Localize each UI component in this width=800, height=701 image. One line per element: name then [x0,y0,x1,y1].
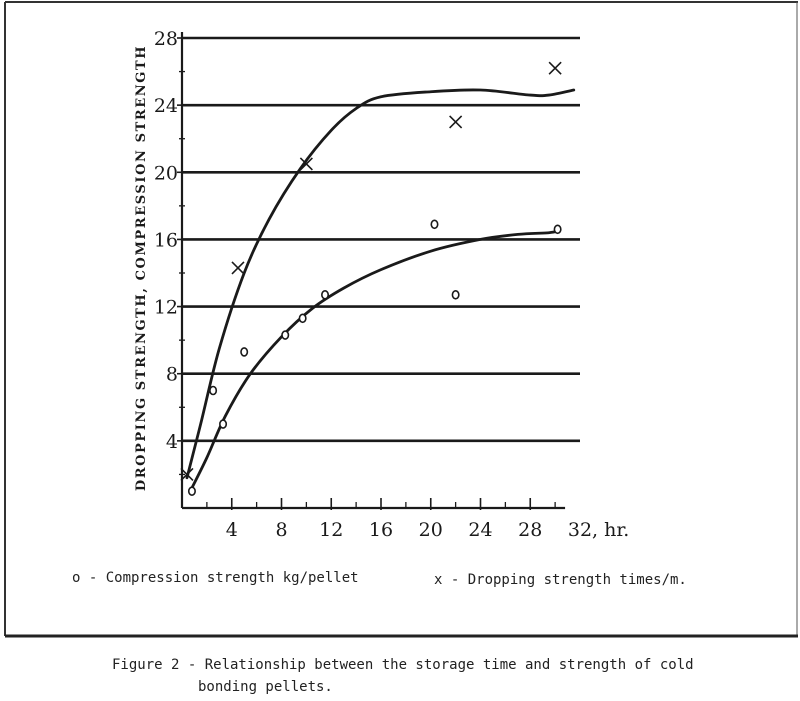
y-tick-label-20: 20 [154,162,178,184]
dropping-point-3 [449,115,463,129]
curves [185,88,576,490]
dropping-point-2 [299,157,313,171]
ticks: 4 8 12 16 20 24 28 4 8 12 16 20 24 28 32, hr. [154,28,630,541]
x-tick-label-4: 4 [226,519,238,541]
y-tick-label-4: 4 [166,431,178,453]
dropping-point-1 [231,261,245,275]
y-tick-label-8: 8 [166,364,178,386]
figure-caption-line2: bonding pellets. [198,679,333,695]
compression-point-6 [321,290,330,300]
gridlines [182,36,580,443]
compression-point-9 [553,224,562,235]
x-tick-label-12: 12 [319,519,343,541]
compression-point-5 [298,313,307,324]
legend-compression: o - Compression strength kg/pellet [72,570,359,586]
x-tick-label-8: 8 [275,519,287,541]
compression-point-3 [240,347,249,357]
y-tick-label-28: 28 [154,28,178,50]
dropping-point-0 [180,467,194,481]
curve-dropping [185,88,576,480]
axes [180,32,566,510]
data-points [180,61,562,497]
y-tick-label-12: 12 [154,297,178,319]
compression-point-4 [281,330,290,340]
x-tick-label-32: 32 [568,519,592,541]
x-tick-label-20: 20 [419,519,443,541]
legend-dropping: x - Dropping strength times/m. [434,572,687,588]
compression-point-8 [451,290,460,300]
compression-point-1 [209,385,218,396]
x-tick-label-28: 28 [518,519,542,541]
figure-caption-line1: Figure 2 - Relationship between the stor… [112,657,694,673]
y-tick-label-16: 16 [154,229,178,251]
x-axis-unit-label: , hr. [592,519,629,541]
y-tick-label-24: 24 [154,95,178,117]
compression-point-0 [187,486,196,497]
x-tick-label-24: 24 [468,519,492,541]
dropping-point-4 [548,61,562,75]
curve-compression [190,229,560,490]
compression-point-7 [430,219,439,230]
compression-point-2 [219,419,228,429]
x-tick-label-16: 16 [369,519,393,541]
y-axis-label: DROPPING STRENGTH, COMPRESSION STRENGTH [134,45,149,491]
